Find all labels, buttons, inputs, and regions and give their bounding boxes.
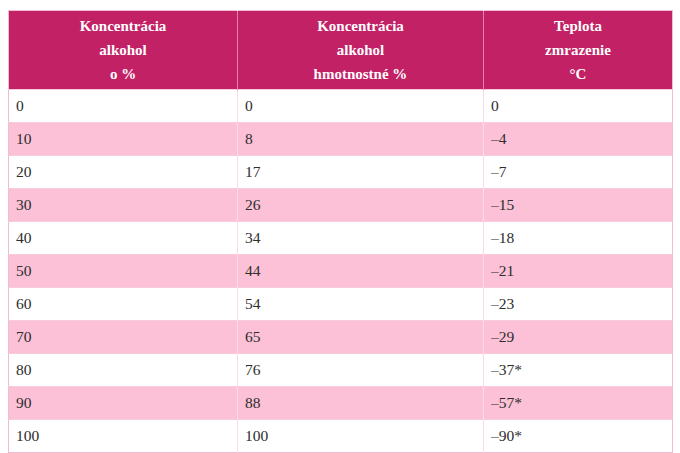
table-cell: 26	[238, 189, 484, 222]
header-line: Teplota	[488, 14, 668, 38]
table-row: 10 8 –4	[9, 123, 673, 156]
table-cell: –4	[484, 123, 673, 156]
table-cell: –18	[484, 222, 673, 255]
table-cell: 50	[9, 255, 238, 288]
table-cell: –90*	[484, 420, 673, 453]
table-cell: 100	[238, 420, 484, 453]
table-row: 0 0 0	[9, 90, 673, 123]
header-line: Koncentrácia	[13, 14, 233, 38]
table-cell: 17	[238, 156, 484, 189]
column-header-freezing-temperature: Teplota zmrazenie °C	[484, 11, 673, 90]
table-cell: 40	[9, 222, 238, 255]
table-cell: 20	[9, 156, 238, 189]
table-cell: 70	[9, 321, 238, 354]
table-cell: 44	[238, 255, 484, 288]
alcohol-freezing-table: Koncentrácia alkohol o % Koncentrácia al…	[8, 10, 673, 453]
table-row: 100 100 –90*	[9, 420, 673, 453]
table-cell: 10	[9, 123, 238, 156]
header-line: Koncentrácia	[242, 14, 479, 38]
table-cell: –37*	[484, 354, 673, 387]
table-cell: 0	[9, 90, 238, 123]
table-cell: 65	[238, 321, 484, 354]
table-cell: 8	[238, 123, 484, 156]
table-row: 70 65 –29	[9, 321, 673, 354]
table-cell: 54	[238, 288, 484, 321]
table-row: 80 76 –37*	[9, 354, 673, 387]
column-header-concentration-weight: Koncentrácia alkohol hmotnostné %	[238, 11, 484, 90]
table-cell: 34	[238, 222, 484, 255]
table-cell: –29	[484, 321, 673, 354]
table-cell: –15	[484, 189, 673, 222]
header-line: o %	[13, 62, 233, 86]
table-cell: –57*	[484, 387, 673, 420]
alcohol-freezing-table-container: Koncentrácia alkohol o % Koncentrácia al…	[8, 10, 672, 453]
table-cell: 90	[9, 387, 238, 420]
table-row: 60 54 –23	[9, 288, 673, 321]
header-line: alkohol	[242, 38, 479, 62]
table-cell: 88	[238, 387, 484, 420]
header-line: hmotnostné %	[242, 62, 479, 86]
column-header-concentration-volume: Koncentrácia alkohol o %	[9, 11, 238, 90]
header-line: zmrazenie	[488, 38, 668, 62]
table-body: 0 0 0 10 8 –4 20 17 –7 30 26 –15 40 34	[9, 90, 673, 453]
table-cell: 0	[484, 90, 673, 123]
table-cell: 80	[9, 354, 238, 387]
header-line: °C	[488, 62, 668, 86]
table-row: 40 34 –18	[9, 222, 673, 255]
table-row: 30 26 –15	[9, 189, 673, 222]
table-cell: 0	[238, 90, 484, 123]
table-cell: 100	[9, 420, 238, 453]
table-row: 20 17 –7	[9, 156, 673, 189]
header-line: alkohol	[13, 38, 233, 62]
table-cell: –21	[484, 255, 673, 288]
table-header: Koncentrácia alkohol o % Koncentrácia al…	[9, 11, 673, 90]
table-cell: 76	[238, 354, 484, 387]
table-cell: 30	[9, 189, 238, 222]
table-row: 90 88 –57*	[9, 387, 673, 420]
header-row: Koncentrácia alkohol o % Koncentrácia al…	[9, 11, 673, 90]
table-cell: 60	[9, 288, 238, 321]
table-cell: –23	[484, 288, 673, 321]
table-row: 50 44 –21	[9, 255, 673, 288]
table-cell: –7	[484, 156, 673, 189]
